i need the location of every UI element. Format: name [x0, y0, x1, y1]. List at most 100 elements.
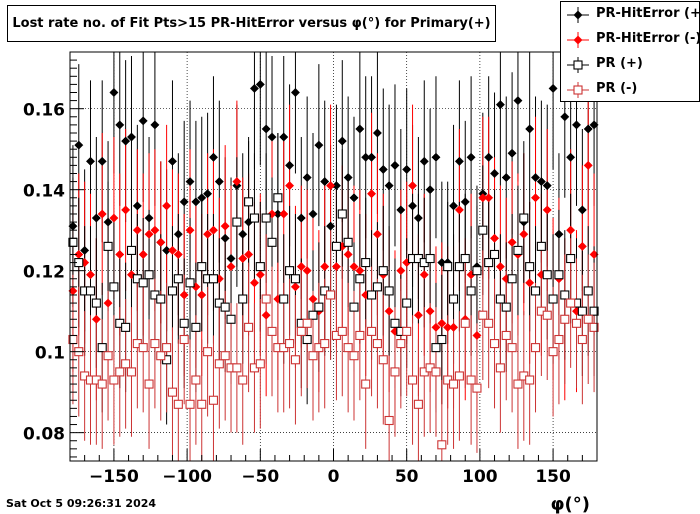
- data-point: [495, 294, 505, 304]
- data-point: [489, 168, 500, 179]
- data-point: [560, 290, 570, 300]
- data-point: [413, 310, 423, 320]
- data-point: [548, 83, 558, 93]
- data-point: [220, 351, 230, 361]
- data-point: [337, 136, 347, 146]
- data-point: [191, 197, 201, 207]
- data-point: [173, 399, 183, 409]
- data-point: [203, 189, 213, 199]
- data-point: [472, 383, 482, 393]
- data-point: [238, 229, 248, 239]
- data-point: [173, 274, 183, 284]
- data-point: [407, 375, 418, 385]
- data-point: [431, 152, 441, 162]
- legend-marker: [567, 57, 589, 73]
- data-point: [407, 181, 418, 191]
- data-point: [261, 124, 271, 134]
- data-point: [308, 310, 318, 320]
- data-point: [378, 355, 388, 365]
- data-point: [103, 241, 113, 251]
- data-point: [208, 152, 219, 162]
- data-point: [489, 339, 500, 349]
- data-point: [355, 274, 365, 284]
- data-point: [560, 314, 570, 324]
- data-point: [185, 225, 195, 235]
- data-point: [285, 339, 295, 349]
- data-point: [454, 371, 464, 381]
- data-point: [425, 253, 435, 264]
- data-point: [156, 237, 166, 247]
- data-point: [261, 310, 271, 320]
- x-tick-label: −100: [162, 467, 212, 487]
- data-point: [308, 209, 318, 219]
- data-point: [138, 278, 148, 288]
- y-tick-label: 0.16: [23, 101, 65, 121]
- data-point: [226, 262, 236, 272]
- data-point: [138, 116, 148, 126]
- data-point: [109, 375, 119, 385]
- data-point: [484, 318, 494, 328]
- data-point: [126, 132, 137, 142]
- data-point: [255, 262, 265, 272]
- data-point: [472, 330, 482, 341]
- chart-title-box: Lost rate no. of Fit Pts>15 PR-HitError …: [7, 5, 496, 42]
- data-point: [349, 351, 359, 361]
- data-point: [367, 290, 377, 300]
- x-tick-label: −50: [241, 467, 279, 487]
- data-point: [337, 326, 347, 336]
- data-point: [583, 286, 593, 296]
- legend-symbol: [573, 60, 583, 70]
- data-point: [525, 124, 535, 134]
- data-point: [425, 185, 435, 195]
- data-point: [530, 172, 541, 183]
- timestamp: Sat Oct 5 09:26:31 2024: [6, 497, 157, 510]
- data-point: [103, 298, 113, 308]
- data-point: [255, 359, 265, 369]
- data-point: [390, 367, 400, 377]
- data-point: [185, 177, 195, 187]
- data-point: [267, 326, 277, 336]
- data-point: [197, 193, 207, 203]
- data-point: [296, 262, 306, 272]
- data-point: [296, 213, 306, 223]
- data-point: [566, 225, 576, 235]
- data-point: [314, 302, 324, 312]
- data-point: [577, 241, 587, 251]
- data-point: [91, 314, 101, 324]
- data-point: [454, 156, 464, 166]
- data-point: [85, 156, 96, 166]
- data-point: [290, 87, 300, 98]
- data-point: [542, 205, 552, 215]
- data-point: [530, 286, 541, 296]
- data-point: [208, 274, 219, 284]
- data-point: [361, 258, 371, 268]
- data-point: [402, 298, 412, 308]
- data-point: [203, 229, 213, 239]
- data-point: [255, 79, 265, 89]
- data-point: [589, 322, 599, 332]
- data-point: [320, 262, 330, 272]
- data-point: [244, 197, 254, 207]
- data-point: [308, 351, 318, 361]
- data-point: [337, 209, 347, 219]
- data-point: [501, 172, 511, 183]
- data-point: [97, 156, 107, 166]
- data-point: [308, 294, 318, 304]
- data-point: [320, 177, 330, 187]
- data-point: [501, 330, 511, 341]
- data-point: [577, 205, 587, 215]
- data-point: [437, 440, 447, 450]
- data-point: [355, 124, 365, 134]
- data-point: [150, 120, 160, 130]
- data-point: [132, 225, 142, 235]
- data-point: [343, 172, 353, 183]
- data-point: [167, 245, 178, 255]
- data-point: [349, 302, 359, 312]
- data-point: [577, 306, 587, 316]
- data-point: [162, 343, 172, 353]
- data-point: [302, 266, 312, 276]
- y-tick-label: 0.1: [35, 344, 65, 364]
- data-point: [167, 156, 178, 166]
- data-point: [302, 172, 312, 183]
- data-point: [208, 225, 219, 235]
